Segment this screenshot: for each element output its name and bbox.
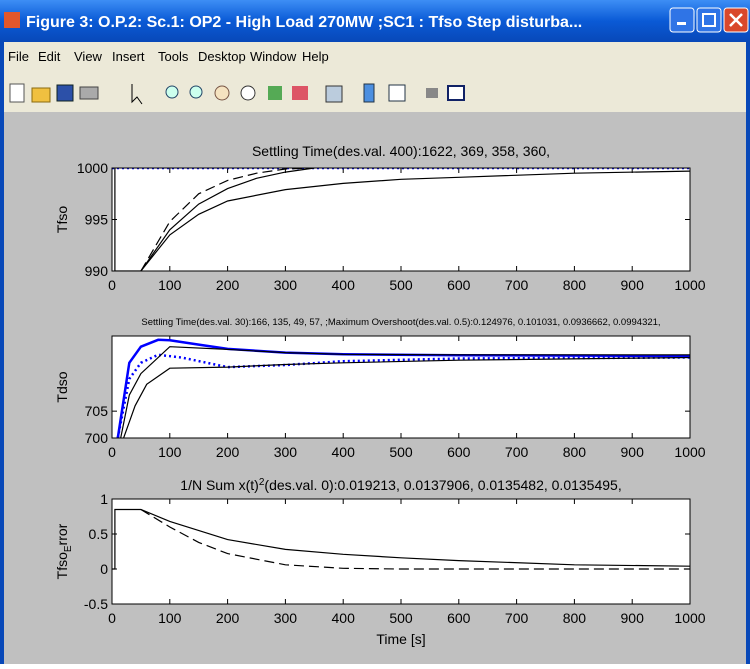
x-tick-label: 400 xyxy=(332,444,356,460)
x-axis-label: Time [s] xyxy=(376,631,425,647)
x-tick-label: 500 xyxy=(389,610,413,626)
menu-item[interactable]: Help xyxy=(302,49,329,64)
x-tick-label: 200 xyxy=(216,444,240,460)
y-tick-label: 1 xyxy=(100,491,108,507)
title-part: 1/N Sum x(t) xyxy=(180,477,259,493)
x-tick-label: 700 xyxy=(505,444,529,460)
new-icon[interactable] xyxy=(10,84,24,102)
x-tick-label: 400 xyxy=(332,610,356,626)
x-tick-label: 500 xyxy=(389,444,413,460)
y-tick-label: 0.5 xyxy=(89,526,109,542)
x-tick-label: 100 xyxy=(158,277,182,293)
x-tick-label: 900 xyxy=(621,610,645,626)
show-tools-icon[interactable] xyxy=(448,86,464,100)
y-label-part: Tfso xyxy=(54,206,70,233)
y-label-part: Tdso xyxy=(54,371,70,402)
x-tick-label: 0 xyxy=(108,610,116,626)
brush-icon[interactable] xyxy=(292,86,308,100)
x-tick-label: 300 xyxy=(274,277,298,293)
chart-title: 1/N Sum x(t)2(des.val. 0):0.019213, 0.01… xyxy=(180,477,621,494)
x-tick-label: 1000 xyxy=(674,277,705,293)
axes-background xyxy=(112,336,690,438)
axes-background xyxy=(112,499,690,604)
y-tick-label: 700 xyxy=(85,430,109,446)
window-title: Figure 3: O.P.2: Sc.1: OP2 - High Load 2… xyxy=(26,14,582,31)
x-tick-label: 800 xyxy=(563,610,587,626)
axes-background xyxy=(112,168,690,271)
y-tick-label: 1000 xyxy=(77,160,108,176)
x-tick-label: 900 xyxy=(621,277,645,293)
y-tick-label: -0.5 xyxy=(84,596,108,612)
y-tick-label: 990 xyxy=(85,263,109,279)
x-tick-label: 700 xyxy=(505,610,529,626)
y-axis-label: Tdso xyxy=(54,371,70,402)
menu-item[interactable]: Edit xyxy=(38,49,61,64)
app-icon xyxy=(4,12,20,28)
y-tick-label: 995 xyxy=(85,212,109,228)
x-tick-label: 100 xyxy=(158,610,182,626)
x-tick-label: 600 xyxy=(447,444,471,460)
menu-item[interactable]: Window xyxy=(250,49,297,64)
print-icon[interactable] xyxy=(80,87,98,99)
x-tick-label: 400 xyxy=(332,277,356,293)
x-tick-label: 500 xyxy=(389,277,413,293)
x-tick-label: 900 xyxy=(621,444,645,460)
pan-icon[interactable] xyxy=(215,86,229,100)
figure-window: Figure 3: O.P.2: Sc.1: OP2 - High Load 2… xyxy=(0,0,750,664)
menu-item[interactable]: Tools xyxy=(158,49,189,64)
x-tick-label: 100 xyxy=(158,444,182,460)
hide-tools-icon[interactable] xyxy=(426,88,438,98)
x-tick-label: 300 xyxy=(274,444,298,460)
menu-bar: File Edit View Insert Tools Desktop Window Help xyxy=(8,49,329,64)
y-label-part: rror xyxy=(54,523,70,545)
zoom-out-icon[interactable] xyxy=(190,86,202,98)
x-tick-label: 300 xyxy=(274,610,298,626)
datacursor-icon[interactable] xyxy=(268,86,282,100)
menu-item[interactable]: File xyxy=(8,49,29,64)
zoom-in-icon[interactable] xyxy=(166,86,178,98)
maximize-button[interactable] xyxy=(697,8,721,32)
legend-icon[interactable] xyxy=(389,85,405,101)
x-tick-label: 0 xyxy=(108,277,116,293)
chart-title: Settling Time(des.val. 30):166, 135, 49,… xyxy=(141,317,660,328)
x-tick-label: 200 xyxy=(216,610,240,626)
menu-item[interactable]: View xyxy=(74,49,103,64)
minimize-icon xyxy=(677,22,686,25)
x-tick-label: 800 xyxy=(563,444,587,460)
menu-item[interactable]: Desktop xyxy=(198,49,246,64)
menu-item[interactable]: Insert xyxy=(112,49,145,64)
y-label-part: Tfso xyxy=(54,552,70,579)
colorbar-icon[interactable] xyxy=(364,84,374,102)
rotate-icon[interactable] xyxy=(241,86,255,100)
open-icon[interactable] xyxy=(32,88,50,102)
save-icon[interactable] xyxy=(57,85,73,101)
x-tick-label: 1000 xyxy=(674,610,705,626)
y-tick-label: 0 xyxy=(100,561,108,577)
title-part: (des.val. 0):0.019213, 0.0137906, 0.0135… xyxy=(264,477,621,493)
chart-title: Settling Time(des.val. 400):1622, 369, 3… xyxy=(252,143,550,159)
x-tick-label: 600 xyxy=(447,610,471,626)
y-axis-label: Tfso xyxy=(54,206,70,233)
x-tick-label: 600 xyxy=(447,277,471,293)
minimize-button[interactable] xyxy=(670,8,694,32)
y-tick-label: 705 xyxy=(85,403,109,419)
x-tick-label: 800 xyxy=(563,277,587,293)
x-tick-label: 0 xyxy=(108,444,116,460)
x-tick-label: 700 xyxy=(505,277,529,293)
x-tick-label: 1000 xyxy=(674,444,705,460)
x-tick-label: 200 xyxy=(216,277,240,293)
link-icon[interactable] xyxy=(326,86,342,102)
